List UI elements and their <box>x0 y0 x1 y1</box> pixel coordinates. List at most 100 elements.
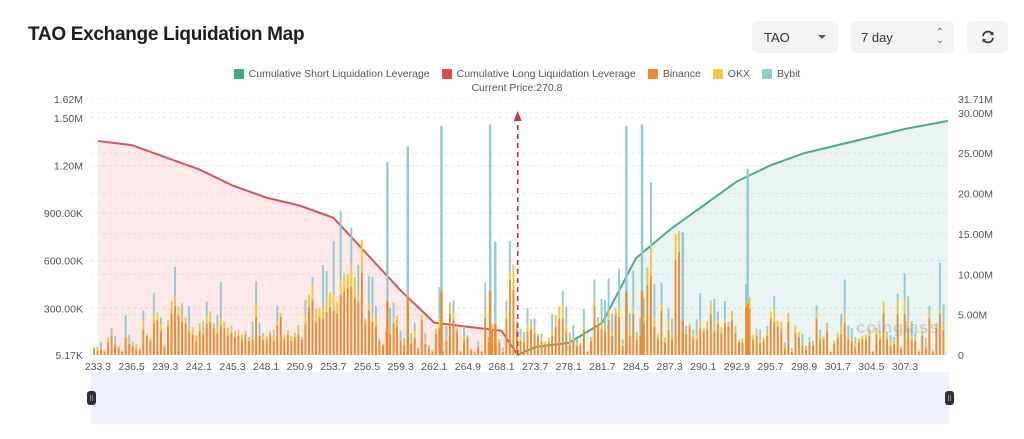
bar-bybit <box>272 329 275 337</box>
bar-okx <box>709 301 712 314</box>
legend-item[interactable]: Cumulative Long Liquidation Leverage <box>441 68 636 80</box>
bar-binance <box>826 331 829 355</box>
bar-bybit <box>339 210 342 281</box>
bar-bybit <box>325 270 328 297</box>
bar-okx <box>241 334 243 340</box>
bar-okx <box>568 343 571 346</box>
bar-binance <box>533 332 536 355</box>
bar-okx <box>773 308 776 322</box>
bar-bybit <box>219 282 222 318</box>
bar-okx <box>156 312 159 321</box>
bar-okx <box>367 303 370 311</box>
bar-bybit <box>815 305 818 314</box>
bar-okx <box>921 331 924 336</box>
slider-handle-right[interactable] <box>945 391 954 405</box>
bar-bybit <box>367 275 370 304</box>
bar-bybit <box>759 329 762 341</box>
range-slider[interactable] <box>91 372 949 424</box>
bar-okx <box>575 342 578 346</box>
range-select[interactable]: 7 day ⌃ ⌄ <box>851 21 954 53</box>
bar-okx <box>174 296 176 306</box>
bar-binance <box>209 321 212 355</box>
bar-bybit <box>152 292 155 316</box>
bar-okx <box>114 342 117 346</box>
bar-binance <box>279 316 282 355</box>
bar-okx <box>752 334 755 340</box>
bar-okx <box>900 346 903 349</box>
bar-okx <box>216 330 219 333</box>
bar-bybit <box>801 333 804 343</box>
bar-bybit <box>505 300 508 312</box>
bar-bybit <box>181 303 184 314</box>
bar-binance <box>389 334 392 355</box>
bar-okx <box>635 337 638 340</box>
bar-okx <box>209 311 212 322</box>
bar-okx <box>392 318 395 324</box>
bar-binance <box>702 331 705 355</box>
x-tick-label: 307.3 <box>892 361 918 373</box>
bar-okx <box>836 332 839 338</box>
bar-binance <box>399 340 402 355</box>
bar-binance <box>336 313 339 355</box>
slider-handle-left[interactable] <box>87 391 96 405</box>
bar-binance <box>907 328 910 355</box>
bar-binance <box>674 259 677 355</box>
bar-binance <box>640 291 644 355</box>
bar-bybit <box>463 326 466 337</box>
bar-okx <box>688 323 691 327</box>
bar-okx <box>554 315 557 327</box>
bar-bybit <box>695 319 698 334</box>
legend-item[interactable]: Binance <box>647 68 701 80</box>
bar-binance <box>893 343 896 355</box>
bar-okx <box>600 323 603 330</box>
bar-okx <box>131 343 134 347</box>
y-right-tick-label: 10.00M <box>958 269 993 281</box>
bar-bybit <box>431 349 434 351</box>
bar-bybit <box>746 168 749 355</box>
bar-okx <box>159 324 162 332</box>
bar-binance <box>367 310 370 355</box>
y-right-tick-label: 31.71M <box>958 94 993 106</box>
bar-binance <box>272 340 275 355</box>
bar-bybit <box>903 273 906 300</box>
current-price-arrow <box>513 111 522 121</box>
bar-okx <box>790 350 793 352</box>
bar-okx <box>565 324 568 332</box>
bar-binance <box>346 288 349 355</box>
y-left-tick-label: 5.17K <box>56 350 83 362</box>
bar-binance <box>625 291 628 355</box>
bar-binance <box>237 335 240 355</box>
bar-bybit <box>293 332 296 335</box>
legend-item[interactable]: OKX <box>712 68 750 80</box>
bar-bybit <box>639 317 642 335</box>
x-tick-label: 250.9 <box>287 361 313 373</box>
bar-binance <box>653 326 656 355</box>
bar-binance <box>463 340 466 355</box>
bar-binance <box>449 313 451 355</box>
legend-item[interactable]: Bybit <box>761 68 800 80</box>
bar-bybit <box>568 332 571 344</box>
bar-binance <box>822 339 825 355</box>
bar-okx <box>198 323 201 332</box>
bar-okx <box>875 327 878 335</box>
bar-okx <box>854 344 857 348</box>
legend-item[interactable]: Cumulative Short Liquidation Leverage <box>233 68 430 80</box>
bar-okx <box>540 338 543 341</box>
bar-okx <box>329 292 332 308</box>
bar-bybit <box>621 339 624 345</box>
bar-okx <box>914 336 917 341</box>
bar-okx <box>759 340 762 343</box>
bar-binance <box>505 318 508 355</box>
bar-binance <box>942 329 945 355</box>
bar-binance <box>551 335 554 355</box>
legend-swatch <box>712 69 723 79</box>
refresh-button[interactable] <box>967 21 1008 53</box>
bar-bybit <box>667 308 670 321</box>
bar-bybit <box>484 282 487 310</box>
bar-binance <box>304 323 307 355</box>
bar-bybit <box>526 308 529 325</box>
bar-binance <box>96 350 99 355</box>
bar-okx <box>350 264 353 287</box>
asset-select[interactable]: TAO <box>752 21 838 53</box>
bar-okx <box>762 338 765 341</box>
